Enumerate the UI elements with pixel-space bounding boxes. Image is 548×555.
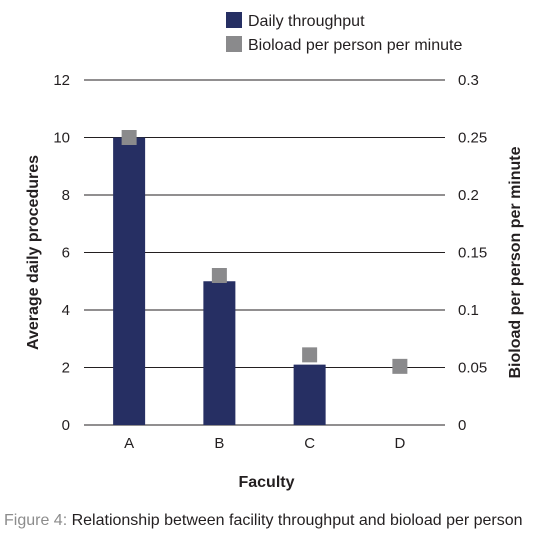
y2-tick-label: 0.25 <box>458 130 487 147</box>
bar <box>293 364 326 425</box>
marker-point <box>302 347 318 363</box>
y-tick-label: 8 <box>62 187 70 204</box>
legend-label: Bioload per person per minute <box>248 37 462 54</box>
y2-tick-label: 0 <box>458 417 466 434</box>
y-tick-label: 4 <box>62 302 70 319</box>
chart: Daily throughput Bioload per person per m… <box>25 12 524 491</box>
y2-tick-label: 0.15 <box>458 245 487 262</box>
y-tick-label: 10 <box>53 130 70 147</box>
x-tick-label: D <box>394 435 405 452</box>
y-tick-label: 12 <box>53 72 70 89</box>
y2-tick-label: 0.1 <box>458 302 479 319</box>
y-tick-label: 0 <box>62 417 70 434</box>
axes: 0 2 4 6 8 10 12 0 0.05 0.1 0.15 0.2 0.25 0.3 A B C D Facul… <box>25 72 524 491</box>
caption-label: Figure 4: <box>4 512 68 529</box>
bar <box>113 137 146 425</box>
legend-swatch <box>226 12 242 28</box>
y-tick-label: 6 <box>62 245 70 262</box>
marker-point <box>392 358 408 374</box>
legend-label: Daily throughput <box>248 13 365 30</box>
marker-point <box>121 130 137 145</box>
marker-point <box>211 268 227 283</box>
plot-area <box>113 130 408 425</box>
bar <box>203 281 236 425</box>
legend: Daily throughput Bioload per person per m… <box>226 12 462 54</box>
legend-swatch <box>226 36 242 52</box>
y2-tick-label: 0.05 <box>458 360 487 377</box>
x-axis-title: Faculty <box>238 474 294 491</box>
caption-text: Relationship between facility throughput… <box>67 512 523 529</box>
x-tick-label: B <box>214 435 224 452</box>
figure-caption: Figure 4: Relationship between facility … <box>4 510 534 532</box>
y-tick-label: 2 <box>62 360 70 377</box>
x-tick-label: A <box>124 435 134 452</box>
x-tick-label: C <box>304 435 315 452</box>
y2-tick-label: 0.3 <box>458 72 479 89</box>
y2-axis-title: Bioload per person per minute <box>507 146 524 378</box>
y-axis-title: Average daily procedures <box>25 155 42 350</box>
y2-tick-label: 0.2 <box>458 187 479 204</box>
